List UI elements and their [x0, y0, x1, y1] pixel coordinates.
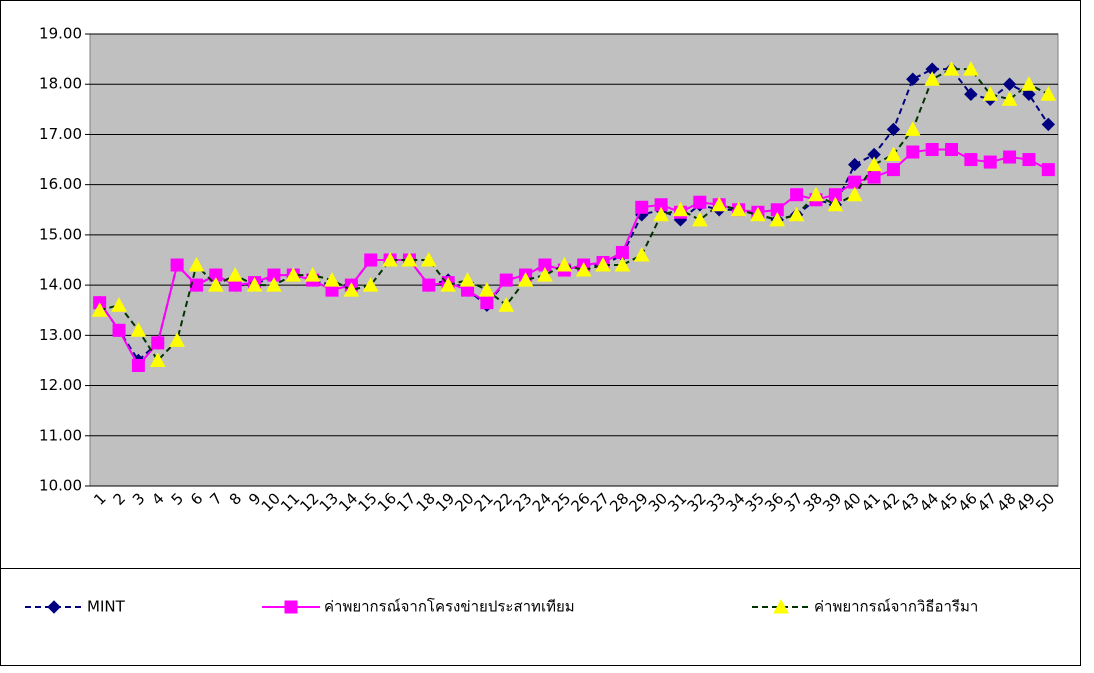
- marker: [304, 267, 321, 282]
- marker: [1041, 163, 1055, 177]
- marker: [1022, 153, 1036, 167]
- marker: [1022, 87, 1036, 101]
- legend-marker: [773, 598, 789, 614]
- marker: [692, 211, 708, 227]
- marker: [925, 143, 939, 157]
- marker: [633, 246, 650, 262]
- marker: [285, 267, 302, 282]
- marker: [151, 336, 165, 350]
- marker: [964, 153, 978, 167]
- marker: [848, 157, 862, 172]
- legend-marker: [284, 600, 298, 614]
- marker: [440, 277, 456, 292]
- legend-label: ค่าพยากรณ์จากโครงข่ายประสาทเทียม: [324, 598, 575, 616]
- marker: [188, 256, 205, 272]
- marker: [227, 267, 244, 282]
- marker: [846, 186, 863, 202]
- marker: [498, 297, 515, 312]
- marker: [635, 200, 649, 214]
- marker: [149, 352, 166, 367]
- marker: [537, 267, 553, 282]
- marker: [982, 86, 999, 101]
- marker: [653, 206, 669, 222]
- legend-label: ค่าพยากรณ์จากวิธีอารีมา: [814, 598, 978, 616]
- marker: [615, 245, 629, 259]
- marker: [943, 61, 960, 76]
- marker: [499, 273, 513, 287]
- marker: [422, 278, 436, 292]
- y-tick-label: 13.00: [39, 326, 82, 344]
- legend-label: MINT: [87, 598, 126, 616]
- marker: [983, 155, 997, 169]
- marker: [112, 323, 126, 337]
- marker: [886, 122, 901, 137]
- marker: [672, 201, 689, 217]
- y-tick-label: 15.00: [39, 225, 82, 243]
- plot-area: [89, 33, 1059, 487]
- marker: [324, 272, 340, 287]
- marker: [711, 196, 728, 212]
- marker: [945, 143, 959, 157]
- y-tick-label: 17.00: [39, 125, 82, 143]
- marker: [169, 332, 185, 347]
- legend-marker: [47, 600, 61, 614]
- marker: [750, 206, 766, 222]
- marker: [208, 277, 224, 292]
- marker: [1040, 86, 1057, 101]
- marker: [924, 71, 940, 86]
- marker: [906, 72, 920, 86]
- marker: [730, 201, 747, 217]
- marker: [382, 251, 398, 267]
- marker: [693, 195, 707, 209]
- marker: [517, 272, 534, 287]
- marker: [575, 261, 592, 277]
- marker: [886, 163, 900, 177]
- y-tick-label: 11.00: [39, 426, 82, 444]
- y-tick-label: 14.00: [39, 276, 82, 294]
- marker: [480, 296, 494, 310]
- marker: [614, 256, 631, 272]
- marker: [362, 277, 379, 292]
- marker: [769, 211, 786, 227]
- marker: [401, 251, 418, 267]
- marker: [364, 253, 378, 267]
- marker: [1001, 91, 1018, 106]
- marker: [130, 322, 147, 337]
- marker: [479, 282, 495, 297]
- legend-box: [0, 568, 1081, 666]
- marker: [343, 282, 360, 297]
- marker: [963, 61, 979, 76]
- marker: [1041, 117, 1056, 132]
- marker: [866, 156, 882, 172]
- marker: [964, 87, 978, 101]
- marker: [1003, 150, 1017, 164]
- marker: [808, 186, 824, 202]
- marker: [867, 170, 881, 184]
- marker: [1021, 76, 1037, 91]
- marker: [904, 121, 921, 136]
- marker: [91, 302, 108, 317]
- marker: [827, 196, 844, 212]
- marker: [595, 256, 611, 272]
- marker: [885, 146, 902, 162]
- marker: [906, 145, 920, 159]
- marker: [1002, 77, 1017, 91]
- marker: [131, 358, 145, 372]
- marker: [790, 188, 804, 202]
- marker: [556, 256, 573, 272]
- marker: [788, 206, 805, 222]
- marker: [246, 277, 263, 292]
- y-tick-label: 16.00: [39, 175, 82, 193]
- marker: [266, 277, 282, 292]
- marker: [170, 258, 184, 272]
- marker: [111, 297, 127, 312]
- y-tick-label: 10.00: [39, 477, 82, 495]
- marker: [420, 251, 437, 267]
- marker: [459, 272, 476, 287]
- y-tick-label: 12.00: [39, 376, 82, 394]
- y-tick-label: 19.00: [39, 25, 82, 43]
- y-tick-label: 18.00: [39, 75, 82, 93]
